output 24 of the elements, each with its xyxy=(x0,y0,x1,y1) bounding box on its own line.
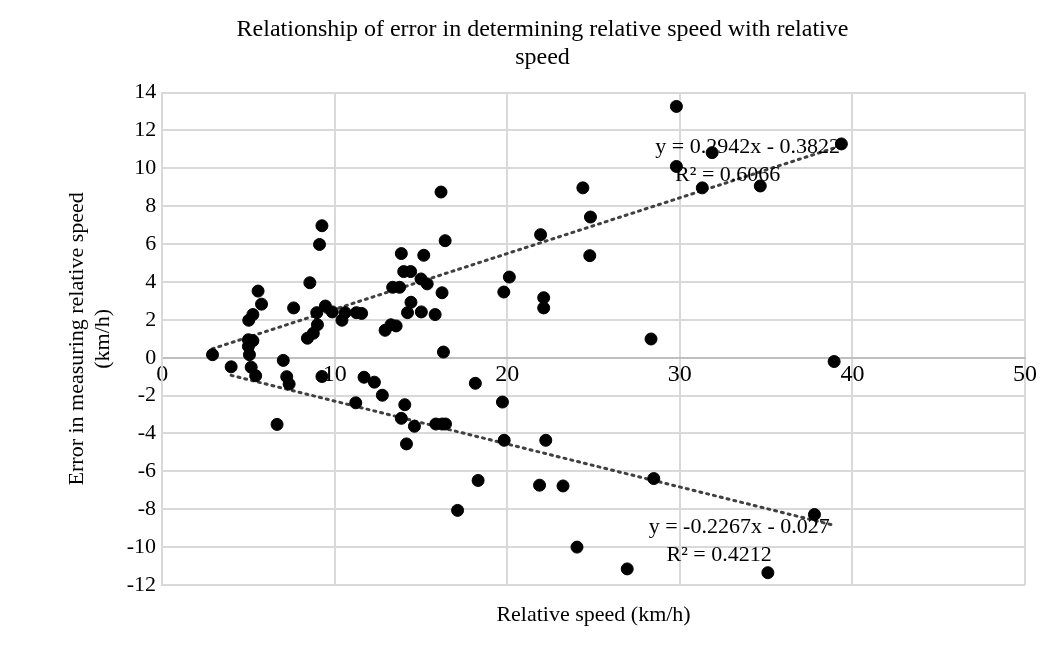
y-tick-label: 0 xyxy=(145,343,157,369)
y-tick-label: 6 xyxy=(145,229,157,255)
x-tick-label: 30 xyxy=(667,360,692,387)
y-tick-label: 10 xyxy=(134,154,157,180)
x-tick-label: 10 xyxy=(322,360,347,387)
y-tick-label: -10 xyxy=(126,532,157,558)
y-tick-label: 2 xyxy=(145,305,157,331)
annotation: R² = 0.4212 xyxy=(666,540,772,566)
y-tick-label: 8 xyxy=(145,192,157,218)
x-tick-label: 40 xyxy=(840,360,865,387)
y-tick-label: -8 xyxy=(137,495,157,521)
x-axis-title: Relative speed (km/h) xyxy=(496,600,691,626)
y-axis-title: Error in measuring relative speed (km/h) xyxy=(62,192,115,486)
y-tick-label: 14 xyxy=(134,78,157,104)
x-tick-label: 20 xyxy=(495,360,520,387)
y-tick-label: -12 xyxy=(126,570,157,596)
y-tick-label: -6 xyxy=(137,457,157,483)
x-tick-label: 50 xyxy=(1013,360,1037,387)
y-tick-label: 4 xyxy=(145,267,157,293)
y-tick-label: -4 xyxy=(137,419,157,445)
chart-title: Relationship of error in determining relative speed with relative speed xyxy=(236,14,849,70)
y-tick-label: -2 xyxy=(137,381,157,407)
annotation: y = -0.2267x - 0.027 xyxy=(648,512,830,538)
y-tick-label: 12 xyxy=(134,116,157,142)
